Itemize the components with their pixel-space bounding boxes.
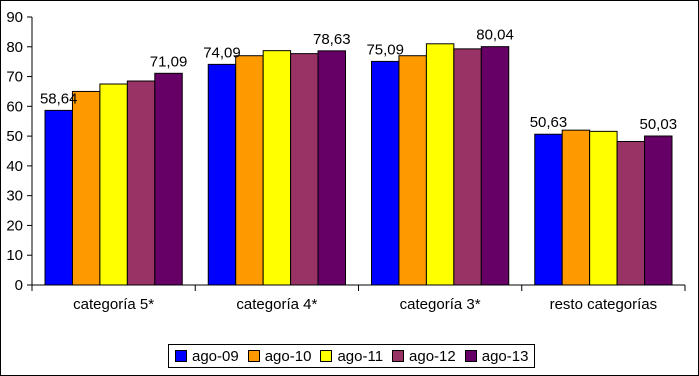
data-label: 74,09 [203, 44, 241, 61]
bar-ago-11 [425, 43, 455, 286]
bar-ago-10 [71, 90, 101, 286]
data-label: 78,63 [313, 31, 351, 48]
legend-swatch [320, 350, 333, 362]
bar-ago-12 [126, 80, 156, 286]
bar-ago-10 [235, 55, 264, 286]
y-tick-label: 60 [6, 98, 23, 115]
bar-ago-11 [262, 50, 292, 286]
y-tick-label: 40 [6, 158, 23, 175]
bar-ago-12 [453, 48, 482, 286]
y-tick-label: 20 [6, 217, 23, 234]
x-tick-label: resto categorías [550, 296, 658, 313]
legend-item: ago-12 [392, 348, 456, 365]
x-tick-label: categoría 3* [400, 296, 481, 313]
data-labels: 58,64 71,09 74,09 78,63 75,09 80,04 50,63 50,03 [40, 27, 677, 133]
y-tick-label: 10 [6, 247, 23, 264]
x-tick-label: categoría 4* [236, 296, 317, 313]
data-label: 80,04 [476, 27, 514, 44]
legend-label: ago-12 [409, 347, 456, 365]
legend-item: ago-13 [464, 347, 529, 365]
bar-ago-13 [480, 46, 510, 286]
legend-label: ago-11 [337, 347, 384, 365]
legend-label: ago-09 [192, 347, 239, 365]
legend-swatch [247, 350, 260, 362]
data-label: 75,09 [366, 41, 404, 58]
x-tick-label: categoría 5* [73, 296, 154, 313]
bar-ago-09 [371, 60, 400, 286]
legend-item: ago-09 [175, 348, 239, 365]
legend-label: ago-13 [481, 347, 529, 365]
bar-ago-10 [561, 129, 591, 286]
y-tick-label: 70 [6, 69, 23, 86]
data-label: 50,03 [640, 116, 678, 133]
y-tick-label: 80 [6, 39, 23, 56]
bar-ago-10 [398, 55, 427, 286]
x-axis: categoría 5* categoría 4* categoría 3* rest… [31, 284, 686, 313]
legend-label: ago-10 [264, 347, 312, 365]
bar-ago-13 [317, 50, 346, 286]
y-tick-label: 30 [6, 188, 23, 205]
y-tick-label: 90 [6, 9, 23, 26]
bar-ago-09 [534, 133, 563, 286]
legend-swatch [175, 350, 187, 362]
bar-ago-09 [44, 109, 73, 286]
bar-ago-13 [154, 72, 183, 286]
bar-ago-09 [207, 63, 237, 286]
data-label: 58,64 [40, 90, 78, 107]
bar-ago-12 [616, 140, 646, 286]
legend-item: ago-11 [320, 348, 383, 365]
bars [44, 43, 673, 286]
y-tick-label: 50 [6, 128, 23, 145]
bar-ago-13 [644, 135, 673, 286]
data-label: 50,63 [530, 114, 568, 131]
y-axis: 0 10 20 30 40 50 60 70 80 90 [6, 9, 33, 294]
legend-item: ago-10 [247, 347, 312, 365]
bar-ago-11 [99, 83, 128, 286]
bar-ago-12 [290, 53, 319, 286]
bar-ago-11 [589, 130, 618, 286]
legend-swatch [392, 350, 405, 362]
legend-swatch [464, 350, 477, 362]
data-label: 71,09 [150, 53, 188, 70]
y-tick-label: 0 [15, 277, 23, 294]
legend: ago-09 ago-10 ago-11 ago-12 ago-13 [168, 344, 536, 368]
